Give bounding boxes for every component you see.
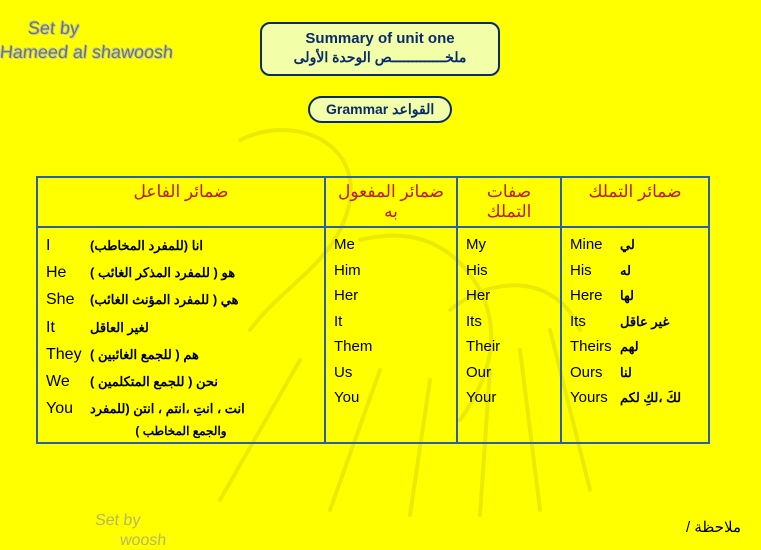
poss-adj: Their: [466, 334, 552, 360]
poss-adj: Our: [466, 360, 552, 386]
subject-en: You: [46, 395, 90, 422]
subject-en: We: [46, 368, 90, 395]
object-pronoun: You: [334, 385, 448, 411]
poss-pronoun-en: Ours: [570, 360, 620, 386]
poss-pronoun-en: Its: [570, 309, 620, 335]
subject-en: They: [46, 341, 90, 368]
poss-pronoun-en: Here: [570, 283, 620, 309]
th-poss-adj: صفات التملك: [457, 177, 561, 227]
poss-pronoun-ar: غير عاقل: [620, 314, 669, 329]
credit-bottom-2: woosh: [119, 532, 167, 550]
object-pronoun: Them: [334, 334, 448, 360]
subject-en: It: [46, 314, 90, 341]
object-pronoun: It: [334, 309, 448, 335]
subject-en: I: [46, 232, 90, 259]
poss-pronoun-en: Theirs: [570, 334, 620, 360]
poss-adj: Her: [466, 283, 552, 309]
table-header-row: ضمائر الفاعل ضمائر المفعول به صفات التمل…: [37, 177, 709, 227]
subject-ar: انت ، انتِ ،انتم ، انتن (للمفرد: [90, 401, 245, 416]
poss-adj: Its: [466, 309, 552, 335]
subject-ar-extra: والجمع المخاطب ): [46, 424, 316, 438]
subject-ar: هو ( للمفرد المذكر الغائب ): [90, 265, 235, 280]
grammar-pill: Grammar القواعد: [308, 96, 452, 123]
th-poss-pr: ضمائر التملك: [561, 177, 709, 227]
header-ar: ملخـــــــــــــص الوحدة الأولى: [268, 49, 492, 66]
poss-adj: Your: [466, 385, 552, 411]
header-en: Summary of unit one: [268, 30, 492, 47]
header-box: Summary of unit one ملخـــــــــــــص ال…: [260, 22, 500, 76]
credit-line1: Set by: [27, 18, 80, 39]
subject-ar: نحن ( للجمع المتكلمين ): [90, 374, 218, 389]
poss-pronoun-en: Mine: [570, 232, 620, 258]
poss-adj: My: [466, 232, 552, 258]
subject-ar: انا (للمفرد المخاطب): [90, 238, 203, 253]
poss-pronoun-ar: لي: [620, 237, 635, 252]
poss-pronoun-en: Yours: [570, 385, 620, 411]
subject-ar: هي ( للمفرد المؤنث الغائب): [90, 292, 239, 307]
note-label: ملاحظة /: [686, 518, 741, 536]
pronouns-table: ضمائر الفاعل ضمائر المفعول به صفات التمل…: [36, 176, 710, 444]
poss-adj: His: [466, 258, 552, 284]
subject-en: She: [46, 286, 90, 313]
table-cell: Iانا (للمفرد المخاطب)Heهو ( للمفرد المذك…: [37, 227, 325, 443]
th-object: ضمائر المفعول به: [325, 177, 457, 227]
poss-pronoun-ar: لها: [620, 288, 634, 303]
subject-ar: لغير العاقل: [90, 320, 149, 335]
poss-pronoun-ar: لكَ ،لكِ لكم: [620, 390, 681, 405]
poss-pronoun-ar: لنا: [620, 365, 632, 380]
poss-pronoun-ar: له: [620, 263, 631, 278]
subject-en: He: [46, 259, 90, 286]
poss-pronoun-ar: لهم: [620, 339, 639, 354]
object-pronoun: Me: [334, 232, 448, 258]
poss-pronoun-en: His: [570, 258, 620, 284]
table-cell: MineليHisلهHereلهاItsغير عاقلTheirsلهمOu…: [561, 227, 709, 443]
th-subject: ضمائر الفاعل: [37, 177, 325, 227]
table-body-row: Iانا (للمفرد المخاطب)Heهو ( للمفرد المذك…: [37, 227, 709, 443]
object-pronoun: Him: [334, 258, 448, 284]
table-cell: MeHimHerItThemUsYou: [325, 227, 457, 443]
subject-ar: هم ( للجمع الغائبين ): [90, 347, 199, 362]
object-pronoun: Her: [334, 283, 448, 309]
object-pronoun: Us: [334, 360, 448, 386]
credit-line2: Hameed al shawoosh: [0, 42, 174, 63]
table-cell: MyHisHerItsTheirOurYour: [457, 227, 561, 443]
credit-bottom-1: Set by: [94, 512, 141, 530]
